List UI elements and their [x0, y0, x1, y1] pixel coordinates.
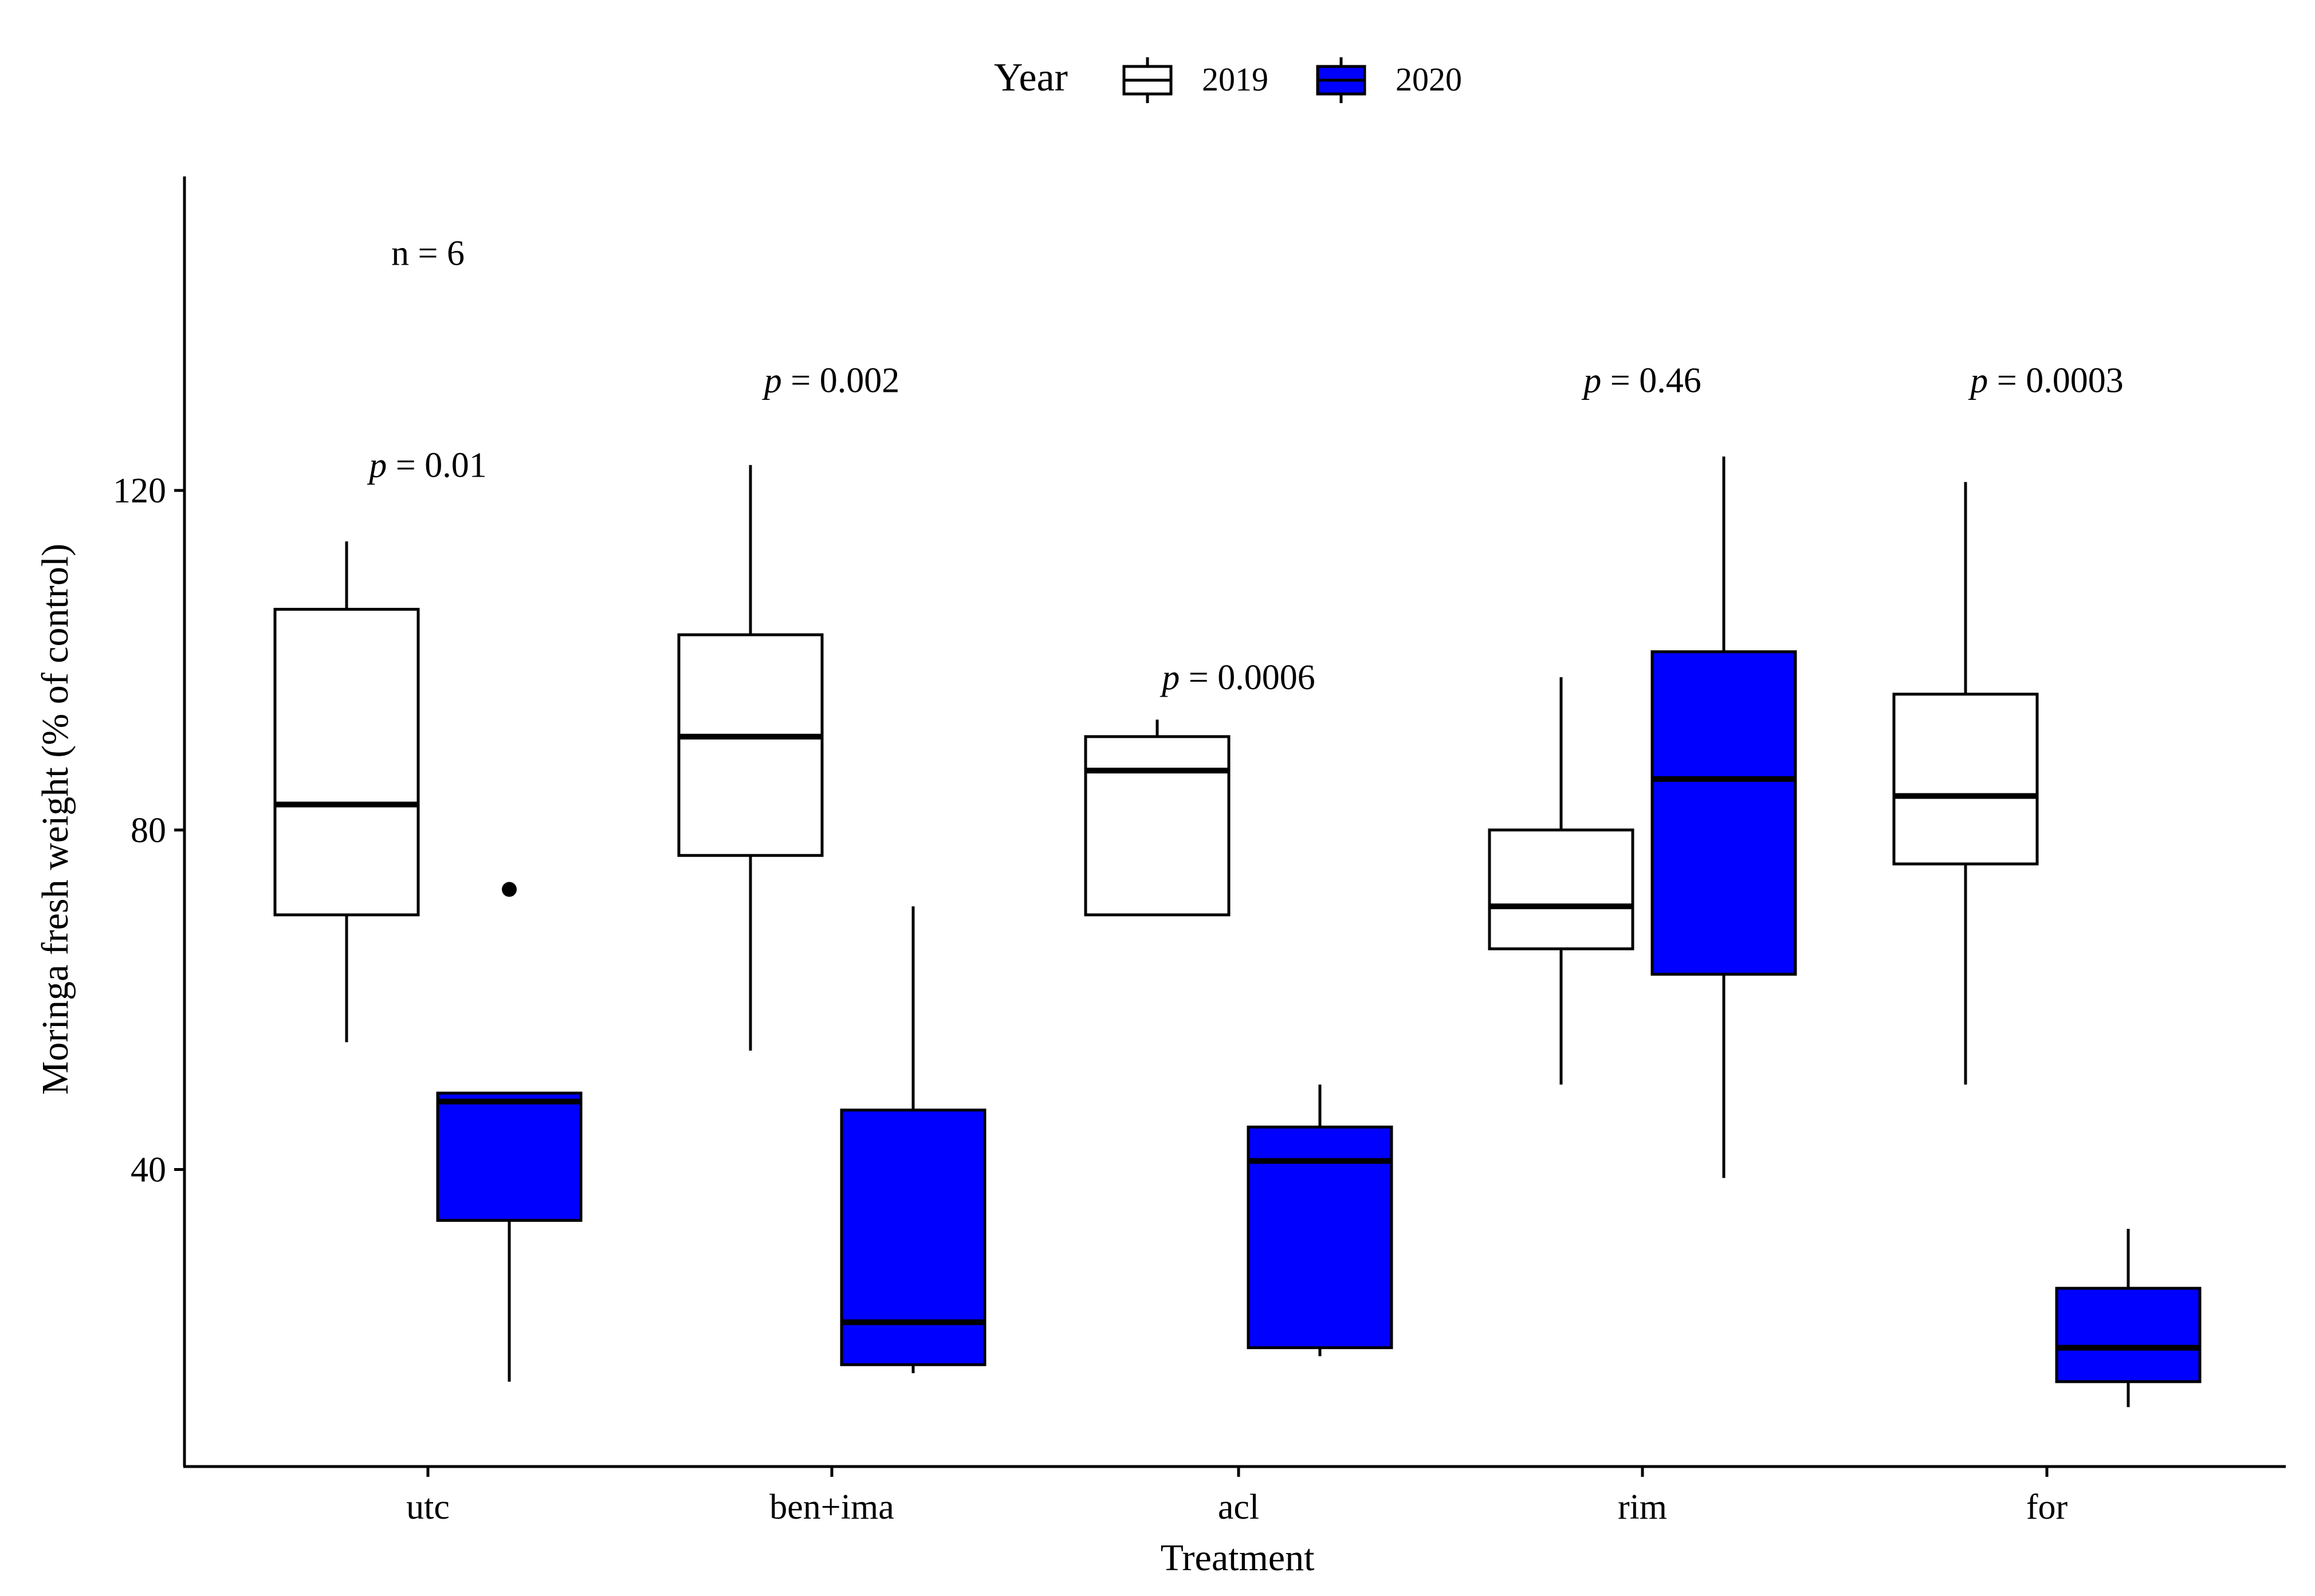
x-ticks: utc ben+ima acl rim for: [406, 1467, 2068, 1527]
y-tick-label: 80: [131, 811, 166, 850]
x-tick-label: ben+ima: [769, 1488, 894, 1527]
annotation-italic: p: [367, 446, 387, 485]
x-tick-label: acl: [1218, 1488, 1259, 1527]
legend-label-2019: 2019: [1202, 61, 1268, 98]
annotation-text: n = 6: [391, 234, 465, 273]
legend-title: Year: [994, 56, 1068, 100]
legend-label-2020: 2020: [1396, 61, 1462, 98]
y-tick-label: 40: [131, 1150, 166, 1189]
box-2020-utc: [436, 882, 583, 1382]
box-iqr: [1488, 828, 1634, 950]
x-tick-label: for: [2026, 1488, 2068, 1527]
box-iqr: [677, 633, 824, 857]
legend-key-2019: [1122, 57, 1173, 103]
y-axis-title: Moringa fresh weight (% of control): [34, 544, 76, 1095]
annotation-text: = 0.0006: [1180, 658, 1315, 697]
legend: Year 2019 2020: [994, 56, 1462, 103]
annotation-italic: p: [1160, 658, 1180, 697]
box-iqr: [1892, 693, 2039, 866]
box-2020-for: [2055, 1229, 2202, 1408]
box-iqr: [840, 1108, 986, 1366]
box-iqr: [1650, 650, 1797, 976]
annotation-italic: p: [762, 361, 782, 400]
annotation-italic: p: [1968, 361, 1988, 400]
box-2020-ben+ima: [840, 906, 986, 1374]
annotation-text: = 0.01: [387, 446, 486, 485]
boxes: [273, 456, 2202, 1408]
box-iqr: [2055, 1287, 2202, 1383]
annotation-label: p = 0.0003: [1968, 361, 2123, 400]
y-ticks: 40 80 120: [113, 471, 184, 1189]
annotation-text: = 0.002: [782, 361, 899, 400]
outlier-point: [502, 882, 517, 897]
box-2019-ben+ima: [677, 465, 824, 1051]
x-axis-title: Treatment: [1161, 1537, 1315, 1579]
box-2019-acl: [1084, 720, 1231, 917]
box-2020-rim: [1650, 456, 1797, 1178]
annotation-label: p = 0.002: [762, 361, 899, 400]
box-2019-for: [1892, 482, 2039, 1085]
annotation-label: p = 0.46: [1581, 361, 1701, 400]
y-tick-label: 120: [113, 471, 166, 510]
box-2019-utc: [273, 541, 420, 1043]
annotation-label: p = 0.01: [367, 446, 486, 485]
box-iqr: [436, 1091, 583, 1222]
x-tick-label: rim: [1618, 1488, 1667, 1527]
annotation-label: p = 0.0006: [1160, 658, 1315, 697]
box-2019-rim: [1488, 677, 1634, 1085]
box-2020-acl: [1247, 1084, 1393, 1357]
annotation-label: n = 6: [391, 234, 465, 273]
box-iqr: [273, 608, 420, 917]
x-tick-label: utc: [406, 1488, 450, 1527]
annotation-italic: p: [1581, 361, 1601, 400]
box-iqr: [1084, 735, 1231, 917]
annotation-text: = 0.0003: [1988, 361, 2123, 400]
legend-key-2020: [1316, 57, 1366, 103]
annotation-text: = 0.46: [1601, 361, 1701, 400]
